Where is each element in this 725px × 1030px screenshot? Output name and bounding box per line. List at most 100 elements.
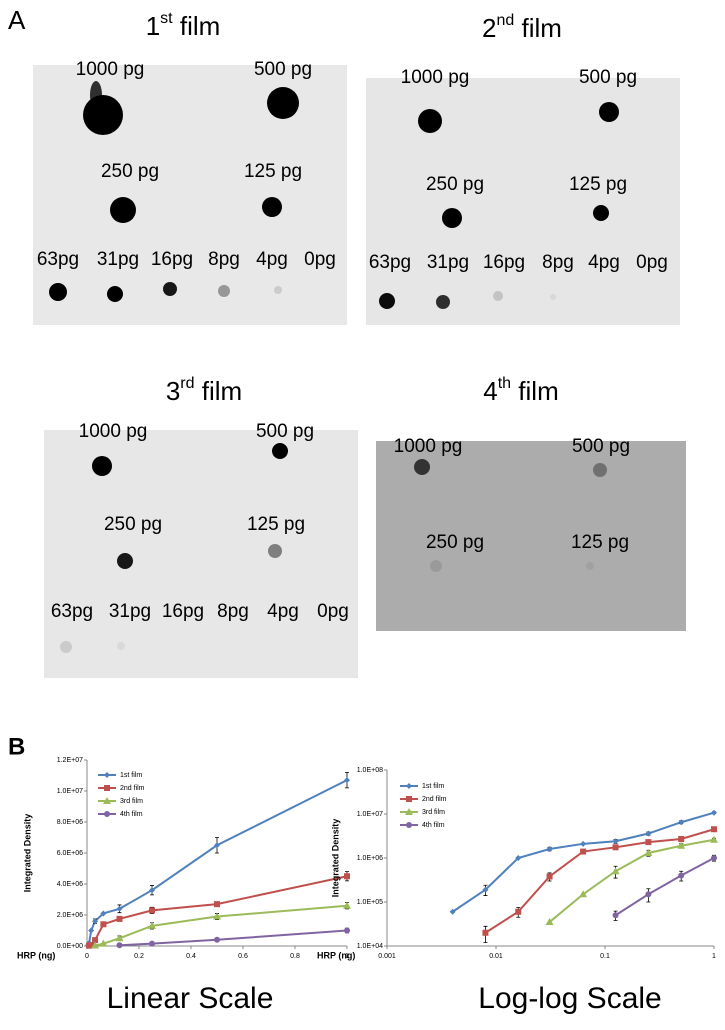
data-point: [214, 936, 220, 943]
data-point: [579, 890, 588, 898]
dot-spot: [163, 282, 177, 296]
x-tick-label: 0.8: [290, 953, 300, 960]
film: [376, 441, 686, 631]
dose-label: 1000 pg: [394, 436, 463, 457]
data-point: [710, 835, 718, 843]
dose-label: 250 pg: [101, 161, 159, 182]
dose-label: 1000 pg: [76, 59, 145, 80]
dot-spot: [379, 293, 395, 309]
word: [195, 376, 202, 406]
word: film: [518, 376, 558, 406]
x-tick-label: 0.4: [186, 953, 196, 960]
dot-spot: [117, 642, 125, 650]
dose-label: 8pg: [208, 249, 240, 270]
dose-label: 8pg: [217, 601, 249, 622]
series-line: [548, 838, 715, 923]
dose-label: 125 pg: [569, 174, 627, 195]
legend-label: 2nd film: [422, 796, 447, 803]
dose-label: 0pg: [636, 252, 668, 273]
dot-spot: [272, 443, 288, 459]
x-tick-label: 0: [85, 953, 89, 960]
x-tick-label: 0.2: [134, 953, 144, 960]
dose-label: 4pg: [256, 249, 288, 270]
dose-label: 500 pg: [572, 436, 630, 457]
y-tick-label: 2.0E+06: [57, 912, 83, 919]
data-point: [344, 777, 350, 784]
legend-marker: [406, 822, 412, 828]
dot-spot: [110, 197, 136, 223]
y-axis-label: Integrated Density: [22, 814, 32, 893]
data-point: [677, 841, 686, 849]
x-tick-label: 0.01: [489, 953, 503, 960]
data-point: [344, 927, 350, 934]
dot-spot: [262, 197, 282, 217]
y-tick-label: 4.0E+06: [57, 881, 83, 888]
dot-spot: [593, 463, 607, 477]
data-point: [711, 855, 717, 861]
dose-label: 125 pg: [571, 532, 629, 553]
dose-label: 4pg: [267, 601, 299, 622]
data-point: [100, 921, 107, 928]
data-point: [343, 901, 351, 909]
y-tick-label: 1.0E+08: [357, 767, 383, 774]
x-tick-label: 0.001: [378, 953, 396, 960]
dot-spot: [550, 294, 556, 300]
data-point: [99, 939, 108, 947]
legend-marker: [406, 796, 412, 802]
dot-spot: [268, 544, 282, 558]
data-point: [449, 908, 456, 915]
y-tick-label: 8.0E+06: [57, 819, 83, 826]
film: [44, 430, 358, 678]
dot-spot: [267, 87, 299, 119]
dot-spot: [92, 456, 112, 476]
film-title: 2nd film: [482, 12, 562, 43]
legend-marker: [104, 785, 110, 791]
dose-label: 16pg: [483, 252, 525, 273]
data-point: [711, 809, 717, 816]
legend-label: 3rd film: [120, 798, 143, 805]
dot-smear: [90, 81, 102, 109]
caption: Linear Scale: [107, 982, 274, 1015]
data-point: [515, 855, 522, 861]
film: [366, 78, 680, 325]
dose-label: 250 pg: [426, 532, 484, 553]
data-point: [100, 910, 107, 917]
data-point: [612, 844, 619, 851]
data-point: [546, 873, 553, 880]
y-tick-label: 6.0E+06: [57, 850, 83, 857]
x-tick-label: 0.6: [238, 953, 248, 960]
suffix: nd: [497, 12, 515, 29]
film: [33, 65, 347, 325]
film-title: 4th film: [483, 375, 558, 406]
film-title: 3rd film: [166, 375, 242, 406]
dose-label: 8pg: [542, 252, 574, 273]
data-point: [482, 929, 489, 936]
dose-label: 31pg: [427, 252, 469, 273]
dose-label: 4pg: [588, 252, 620, 273]
data-point: [482, 886, 489, 893]
series-line: [119, 929, 348, 947]
dot-spot: [442, 208, 462, 228]
dot-spot: [599, 102, 619, 122]
dose-label: 125 pg: [244, 161, 302, 182]
legend-marker: [405, 808, 413, 815]
data-point: [115, 934, 124, 942]
panel-label: A: [8, 5, 26, 35]
data-point: [344, 873, 350, 880]
data-point: [149, 940, 155, 947]
dose-label: 63pg: [37, 249, 79, 270]
dot-spot: [430, 560, 442, 572]
dose-label: 250 pg: [104, 514, 162, 535]
data-point: [645, 830, 652, 837]
data-point: [88, 942, 95, 949]
word: [514, 13, 521, 43]
data-point: [546, 846, 553, 853]
dose-label: 125 pg: [247, 514, 305, 535]
dot-spot: [218, 285, 230, 297]
series-line: [615, 857, 715, 917]
data-point: [611, 867, 620, 875]
data-point: [580, 848, 587, 855]
x-tick-label: 1: [345, 953, 349, 960]
data-point: [711, 826, 717, 833]
dot-spot: [418, 109, 442, 133]
